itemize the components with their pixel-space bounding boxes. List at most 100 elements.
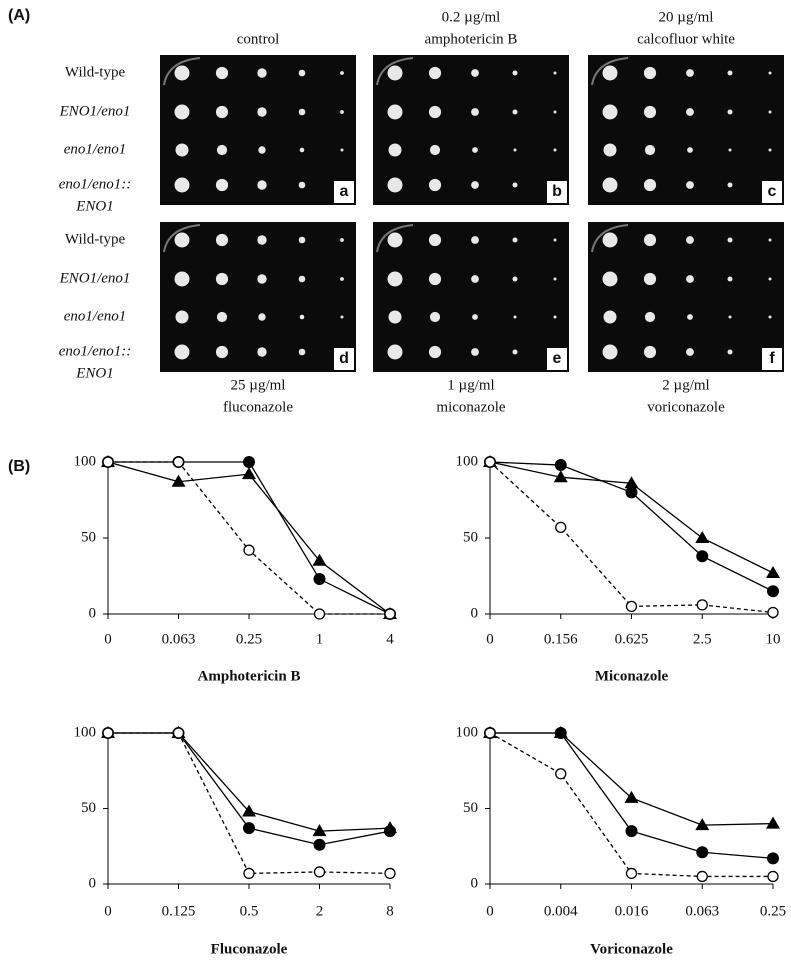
plate-letter: d	[339, 350, 349, 367]
colony	[513, 277, 518, 282]
marker	[243, 822, 255, 834]
column-header: 2 µg/ml	[662, 377, 709, 393]
x-tick-label: 0.156	[544, 631, 578, 647]
column-header: miconazole	[436, 399, 505, 415]
colony	[603, 178, 618, 193]
row-label: Wild-type	[65, 231, 126, 247]
colony	[258, 313, 265, 320]
x-tick-label: 10	[766, 631, 781, 647]
colony	[686, 108, 694, 116]
colony	[554, 316, 557, 319]
marker	[766, 566, 780, 578]
colony	[216, 273, 228, 285]
row-label: ENO1/eno1	[59, 270, 131, 286]
colony	[388, 233, 403, 248]
colony	[513, 110, 518, 115]
column-header: 25 µg/ml	[231, 377, 286, 393]
colony	[645, 312, 655, 322]
plate	[588, 55, 784, 205]
marker	[174, 457, 184, 467]
y-tick-label: 50	[81, 529, 96, 545]
colony	[513, 183, 518, 188]
row-label: eno1/eno1::	[59, 343, 131, 359]
series-line	[490, 733, 773, 825]
marker	[697, 600, 707, 610]
colony	[644, 273, 656, 285]
colony	[728, 71, 733, 76]
colony	[604, 311, 617, 324]
marker	[383, 821, 397, 833]
colony	[686, 181, 694, 189]
figure: (A) (B) abcdefcontrol0.2 µg/mlamphoteric…	[0, 0, 791, 961]
colony	[217, 312, 227, 322]
colony	[389, 311, 402, 324]
colony	[644, 234, 656, 246]
marker	[627, 601, 637, 611]
colony	[341, 149, 344, 152]
y-tick-label: 100	[74, 453, 97, 469]
colony	[603, 233, 618, 248]
marker	[485, 457, 495, 467]
plate-letter: b	[552, 183, 562, 200]
colony	[769, 111, 772, 114]
colony	[389, 144, 402, 157]
colony	[604, 144, 617, 157]
column-header: 1 µg/ml	[447, 377, 494, 393]
colony	[388, 105, 403, 120]
marker	[314, 573, 326, 585]
column-header: fluconazole	[223, 399, 293, 415]
colony	[300, 148, 305, 153]
y-tick-label: 0	[89, 875, 97, 891]
marker	[556, 769, 566, 779]
marker	[103, 457, 113, 467]
x-tick-label: 0.063	[685, 903, 719, 919]
colony	[429, 67, 441, 79]
colony	[728, 350, 733, 355]
x-tick-label: 0.063	[162, 631, 196, 647]
x-tick-label: 0.25	[236, 631, 262, 647]
colony	[299, 182, 306, 189]
column-header: 0.2 µg/ml	[442, 9, 501, 25]
x-tick-label: 4	[386, 631, 394, 647]
x-tick-label: 0.016	[615, 903, 649, 919]
colony	[175, 66, 190, 81]
marker	[485, 728, 495, 738]
colony	[471, 181, 479, 189]
colony	[603, 105, 618, 120]
marker	[244, 868, 254, 878]
plate	[373, 222, 569, 372]
colony	[340, 71, 344, 75]
marker	[174, 728, 184, 738]
marker	[556, 522, 566, 532]
colony	[257, 274, 266, 283]
marker	[385, 868, 395, 878]
colony	[471, 275, 479, 283]
row-label: eno1/eno1	[64, 308, 126, 324]
colony	[258, 146, 265, 153]
colony	[216, 179, 228, 191]
series-line	[108, 462, 390, 614]
colony	[554, 111, 557, 114]
y-tick-label: 50	[463, 800, 478, 816]
y-tick-label: 50	[463, 529, 478, 545]
y-tick-label: 100	[74, 724, 97, 740]
x-tick-label: 2	[316, 903, 324, 919]
colony	[430, 145, 440, 155]
y-tick-label: 0	[89, 605, 97, 621]
colony	[644, 179, 656, 191]
colony	[299, 276, 306, 283]
colony	[729, 149, 732, 152]
y-tick-label: 0	[471, 605, 479, 621]
panel-label: (B)	[8, 458, 30, 475]
column-header: calcofluor white	[637, 31, 735, 47]
row-label: eno1/eno1	[64, 141, 126, 157]
colony	[554, 149, 557, 152]
row-label: Wild-type	[65, 64, 126, 80]
plate-letter: e	[553, 350, 562, 367]
colony	[257, 107, 266, 116]
x-tick-label: 0	[104, 903, 112, 919]
plate	[588, 222, 784, 372]
colony	[687, 314, 693, 320]
x-tick-label: 0	[486, 903, 494, 919]
colony	[513, 71, 518, 76]
